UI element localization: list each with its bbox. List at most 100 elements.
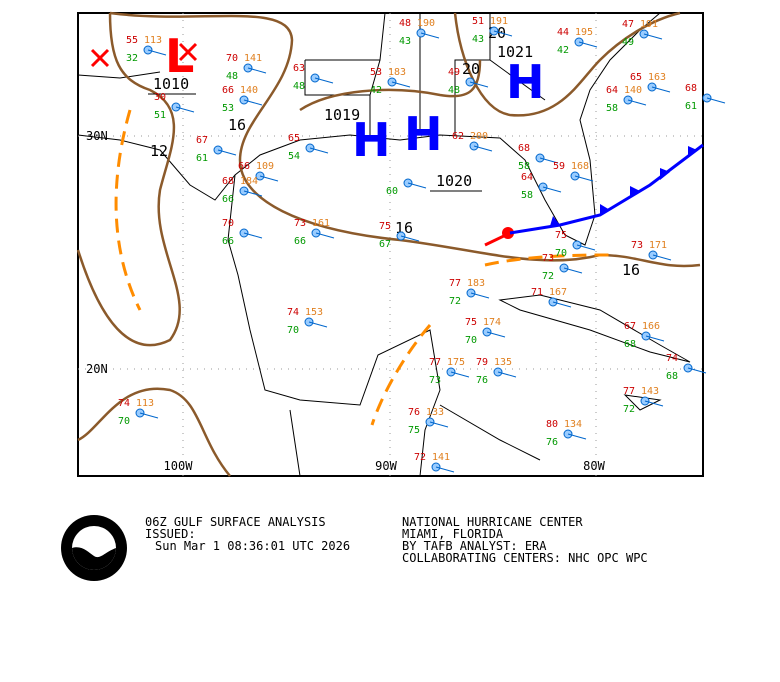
wind-barb — [247, 67, 267, 74]
temperature: 75 — [555, 230, 567, 241]
dewpoint: 68 — [666, 371, 678, 382]
lon-label: 90W — [375, 459, 397, 473]
wind-barb — [651, 86, 671, 93]
wind-barb — [217, 149, 237, 156]
troughs — [114, 109, 616, 426]
pressure: 113 — [136, 398, 154, 409]
caption-collab: COLLABORATING CENTERS: NHC OPC WPC — [402, 551, 648, 565]
temperature: 71 — [531, 287, 543, 298]
temperature: 70 — [222, 218, 234, 229]
dewpoint: 53 — [222, 103, 234, 114]
wind-barb — [400, 235, 420, 242]
temperature: 49 — [448, 67, 460, 78]
wind-barb — [493, 30, 513, 37]
pressure: 200 — [470, 131, 488, 142]
wind-barb — [469, 81, 489, 88]
caption-analyst: BY TAFB ANALYST: ERA — [402, 539, 547, 553]
temperature: 64 — [521, 172, 533, 183]
temperature: 67 — [196, 135, 208, 146]
wind-barb — [574, 175, 594, 182]
temperature: 65 — [288, 133, 300, 144]
pressure: 191 — [490, 16, 508, 27]
temperature: 68 — [518, 143, 530, 154]
temperature: 68 — [222, 176, 234, 187]
wind-barb — [563, 267, 583, 274]
wind-barb — [391, 81, 411, 88]
temperature: 30 — [154, 92, 166, 103]
temperature: 72 — [414, 452, 426, 463]
dewpoint: 66 — [294, 236, 306, 247]
wind-barb — [420, 32, 440, 39]
wind-barb — [435, 466, 455, 473]
temperature: 64 — [606, 85, 618, 96]
wind-barb — [450, 371, 470, 378]
temperature: 44 — [557, 27, 569, 38]
dewpoint: 73 — [429, 375, 441, 386]
wind-barb — [567, 433, 587, 440]
isobar-label: 12 — [150, 142, 168, 160]
temperature: 59 — [553, 161, 565, 172]
wind-barb — [706, 97, 726, 104]
temperature: 67 — [624, 321, 636, 332]
wind-barb — [407, 182, 427, 189]
temperature: 66 — [222, 85, 234, 96]
dewpoint: 58 — [518, 161, 530, 172]
coastlines — [77, 12, 691, 477]
temperature: 53 — [370, 67, 382, 78]
isobar-label: 16 — [228, 116, 246, 134]
temperature: 77 — [429, 357, 441, 368]
pressure: 191 — [640, 19, 658, 30]
isobar-label: 20 — [462, 60, 480, 78]
cold-front-symbols — [550, 146, 697, 226]
temperature: 47 — [622, 19, 634, 30]
dewpoint: 48 — [226, 71, 238, 82]
caption-issued: ISSUED: — [145, 527, 196, 541]
pressure: 133 — [426, 407, 444, 418]
dewpoint: 61 — [685, 101, 697, 112]
wind-barb — [627, 99, 647, 106]
caption-city: MIAMI, FLORIDA — [402, 527, 504, 541]
pressure: 141 — [432, 452, 450, 463]
temperature: 66 — [238, 161, 250, 172]
pressure-center: H — [506, 55, 545, 109]
pressure: 153 — [305, 307, 323, 318]
temperature: 55 — [126, 35, 138, 46]
temperature: 48 — [399, 18, 411, 29]
dewpoint: 48 — [293, 81, 305, 92]
pressure: 143 — [641, 386, 659, 397]
isobar-label: 1010 — [153, 75, 189, 93]
temperature: 77 — [623, 386, 635, 397]
dewpoint: 48 — [448, 85, 460, 96]
wind-barb — [542, 186, 562, 193]
wind-barb — [652, 254, 672, 261]
temperature: 73 — [542, 253, 554, 264]
wind-barb — [243, 99, 263, 106]
wind-barb — [552, 301, 572, 308]
isobar-label: 1020 — [436, 172, 472, 190]
pressure-center: L — [165, 29, 194, 83]
dewpoint: 70 — [555, 248, 567, 259]
temperature: 74 — [118, 398, 130, 409]
pressure: 134 — [564, 419, 582, 430]
dewpoint: 70 — [465, 335, 477, 346]
pressure: 195 — [575, 27, 593, 38]
temperature: 80 — [546, 419, 558, 430]
isobar-label: 16 — [622, 261, 640, 279]
temperature: 79 — [476, 357, 488, 368]
wind-barb — [539, 157, 559, 164]
temperature: 73 — [294, 218, 306, 229]
pressure: 141 — [244, 53, 262, 64]
pressure: 183 — [388, 67, 406, 78]
dewpoint: 70 — [287, 325, 299, 336]
lat-label: 20N — [86, 362, 108, 376]
wind-barb — [259, 175, 279, 182]
dewpoint: 42 — [370, 85, 382, 96]
dewpoint: 70 — [118, 416, 130, 427]
low-x-marks — [90, 42, 198, 68]
pressure: 109 — [256, 161, 274, 172]
wind-barb — [147, 49, 167, 56]
wind-barb — [486, 331, 506, 338]
dewpoint: 76 — [476, 375, 488, 386]
temperature: 75 — [465, 317, 477, 328]
